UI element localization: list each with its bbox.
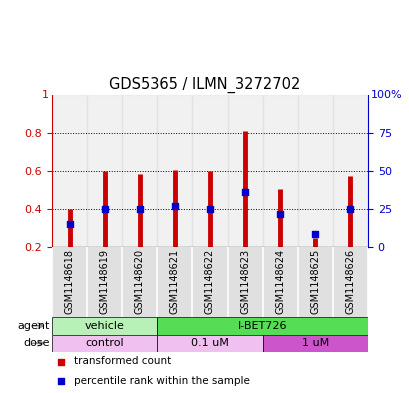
Text: dose: dose	[23, 338, 50, 348]
Point	[311, 231, 318, 237]
Bar	[332, 95, 367, 247]
Bar	[157, 95, 192, 247]
Text: GSM1148623: GSM1148623	[240, 249, 249, 314]
Text: control: control	[85, 338, 124, 348]
Bar	[192, 95, 227, 247]
Text: vehicle: vehicle	[85, 321, 124, 331]
Point	[58, 358, 65, 365]
Text: GSM1148624: GSM1148624	[274, 249, 285, 314]
Text: GSM1148626: GSM1148626	[345, 249, 355, 314]
Text: GSM1148618: GSM1148618	[64, 249, 74, 314]
Text: 0.1 uM: 0.1 uM	[191, 338, 228, 348]
Text: transformed count: transformed count	[74, 356, 171, 367]
Bar	[157, 317, 367, 334]
Point	[66, 221, 73, 227]
Text: GSM1148622: GSM1148622	[204, 249, 214, 314]
Bar	[52, 334, 157, 352]
Bar	[262, 334, 367, 352]
Bar	[227, 95, 262, 247]
Text: GSM1148619: GSM1148619	[99, 249, 109, 314]
Point	[346, 206, 353, 212]
Bar	[52, 317, 157, 334]
Bar	[52, 95, 87, 247]
Point	[171, 203, 178, 209]
Text: 1: 1	[42, 90, 49, 100]
Bar	[262, 95, 297, 247]
Point	[136, 206, 143, 212]
Text: agent: agent	[18, 321, 50, 331]
Text: I-BET726: I-BET726	[237, 321, 287, 331]
Point	[58, 377, 65, 384]
Bar	[87, 95, 122, 247]
Text: 1 uM: 1 uM	[301, 338, 328, 348]
Bar	[297, 95, 332, 247]
Bar	[122, 95, 157, 247]
Bar	[157, 334, 262, 352]
Point	[206, 206, 213, 212]
Text: percentile rank within the sample: percentile rank within the sample	[74, 375, 249, 386]
Text: GSM1148620: GSM1148620	[135, 249, 144, 314]
Text: GSM1148621: GSM1148621	[169, 249, 180, 314]
Text: GSM1148625: GSM1148625	[310, 249, 319, 314]
Point	[276, 211, 283, 217]
Text: GDS5365 / ILMN_3272702: GDS5365 / ILMN_3272702	[109, 77, 300, 93]
Point	[101, 206, 108, 212]
Text: 100%: 100%	[370, 90, 402, 100]
Point	[241, 189, 248, 195]
